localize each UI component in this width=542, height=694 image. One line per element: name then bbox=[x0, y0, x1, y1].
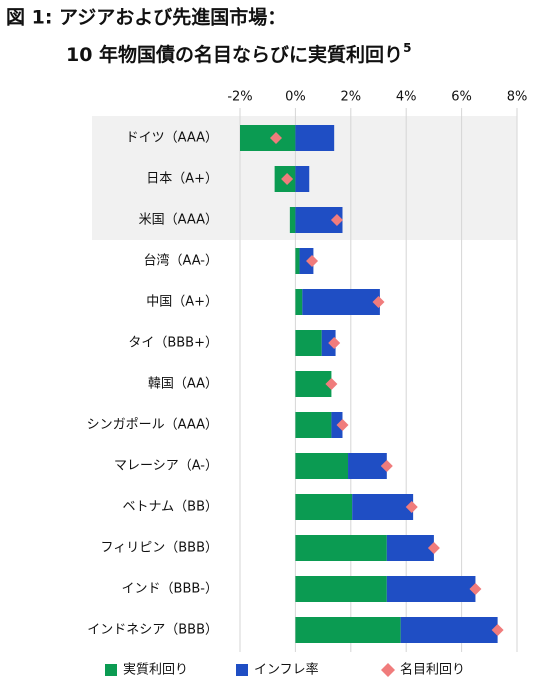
bar bbox=[295, 576, 387, 602]
bar bbox=[386, 535, 434, 561]
bar bbox=[295, 617, 401, 643]
bar bbox=[295, 412, 332, 438]
bar bbox=[289, 207, 296, 233]
y-tick-label: ベトナム（BB） bbox=[123, 500, 218, 515]
x-tick-label: -2% bbox=[227, 90, 252, 105]
bar bbox=[295, 125, 335, 151]
marker bbox=[325, 378, 338, 390]
x-tick-label: 4% bbox=[396, 90, 417, 105]
y-tick-label: インドネシア（BBB） bbox=[87, 623, 218, 638]
bar bbox=[295, 166, 310, 192]
marker bbox=[469, 583, 482, 595]
bar bbox=[295, 248, 300, 274]
x-tick-label: 0% bbox=[285, 90, 306, 105]
bar bbox=[240, 125, 296, 151]
legend-label: 実質利回り bbox=[123, 662, 188, 678]
title-line: 10 年物国債の名目ならびに実質利回り bbox=[66, 43, 403, 66]
legend-marker bbox=[105, 664, 117, 676]
x-tick-label: 8% bbox=[507, 90, 528, 105]
chart-title: 10 年物国債の名目ならびに実質利回り5 bbox=[66, 41, 411, 66]
marker bbox=[491, 624, 504, 636]
bar bbox=[295, 330, 322, 356]
bar bbox=[295, 535, 387, 561]
bar bbox=[348, 453, 387, 479]
bar bbox=[295, 371, 332, 397]
bar bbox=[295, 453, 349, 479]
marker bbox=[372, 296, 385, 308]
legend-marker bbox=[381, 663, 395, 677]
y-tick-label: ドイツ（AAA） bbox=[126, 131, 218, 146]
title-footnote: 5 bbox=[403, 41, 411, 55]
y-tick-label: 台湾（AA-） bbox=[143, 253, 218, 269]
chart-title: 図 1: アジアおよび先進国市場： bbox=[6, 6, 286, 29]
bar bbox=[295, 494, 353, 520]
marker bbox=[380, 460, 393, 472]
x-tick-label: 6% bbox=[451, 90, 472, 105]
x-tick-label: 2% bbox=[340, 90, 361, 105]
legend-label: インフレ率 bbox=[254, 662, 319, 678]
bar bbox=[302, 289, 380, 315]
marker bbox=[330, 214, 343, 226]
y-tick-label: 日本（A+） bbox=[146, 172, 218, 187]
y-tick-label: シンガポール（AAA） bbox=[87, 418, 218, 433]
marker bbox=[281, 173, 294, 185]
marker bbox=[306, 255, 319, 267]
marker bbox=[270, 132, 283, 144]
bar bbox=[400, 617, 498, 643]
y-tick-label: フィリピン（BBB） bbox=[101, 541, 219, 556]
marker bbox=[427, 542, 440, 554]
bar bbox=[295, 289, 303, 315]
y-tick-label: マレーシア（A-） bbox=[114, 459, 218, 474]
y-tick-label: タイ（BBB+） bbox=[128, 336, 218, 351]
bar bbox=[352, 494, 414, 520]
marker bbox=[336, 419, 349, 431]
y-tick-label: 中国（A+） bbox=[146, 295, 218, 310]
bar bbox=[386, 576, 476, 602]
marker bbox=[405, 501, 418, 513]
legend-label: 名目利回り bbox=[400, 662, 465, 678]
y-tick-label: 米国（AAA） bbox=[139, 213, 218, 228]
y-tick-label: 韓国（AA） bbox=[148, 377, 218, 392]
y-tick-label: インド（BBB-） bbox=[122, 582, 218, 597]
marker bbox=[328, 337, 341, 349]
legend-marker bbox=[236, 664, 248, 676]
